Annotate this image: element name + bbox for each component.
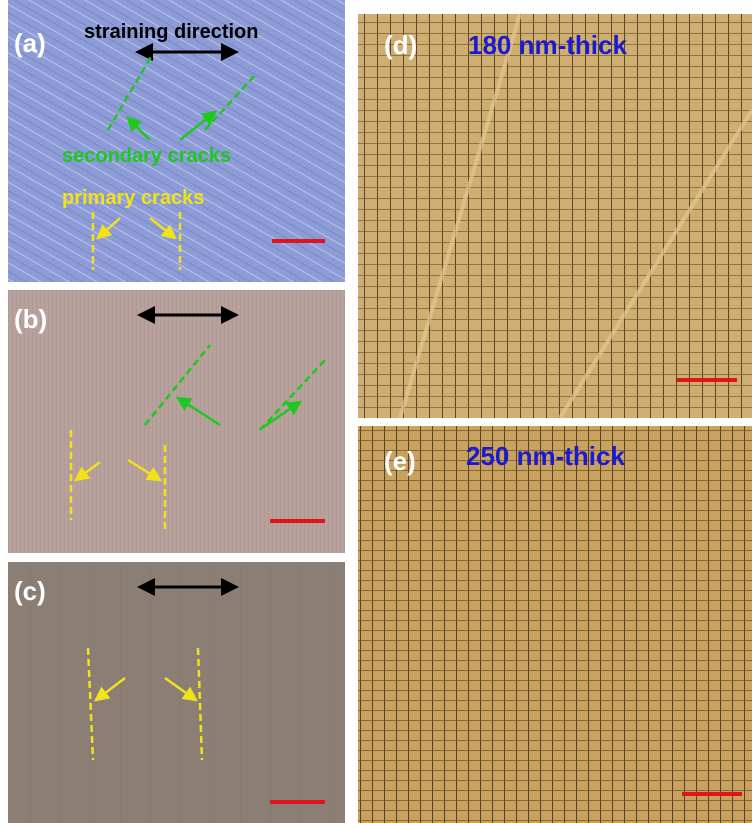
panel-a: (a) straining direction secondary cracks…	[8, 0, 345, 282]
panel-label: (b)	[14, 304, 47, 334]
thickness-label: 250 nm-thick	[466, 441, 625, 471]
panel-c: (c)	[8, 562, 345, 823]
thickness-label: 180 nm-thick	[468, 30, 627, 60]
primary-label: primary cracks	[62, 187, 204, 209]
panel-label: (a)	[14, 28, 46, 58]
panel-b: (b)	[8, 290, 345, 553]
secondary-label: secondary cracks	[62, 145, 231, 167]
panel-label: (e)	[384, 446, 416, 476]
figure: (a) straining direction secondary cracks…	[0, 0, 752, 823]
panel-d: (d) 180 nm-thick	[358, 14, 752, 418]
panel-e: (e) 250 nm-thick	[358, 426, 752, 823]
direction-label: straining direction	[84, 21, 258, 43]
panel-label: (d)	[384, 30, 417, 60]
panel-label: (c)	[14, 576, 46, 606]
